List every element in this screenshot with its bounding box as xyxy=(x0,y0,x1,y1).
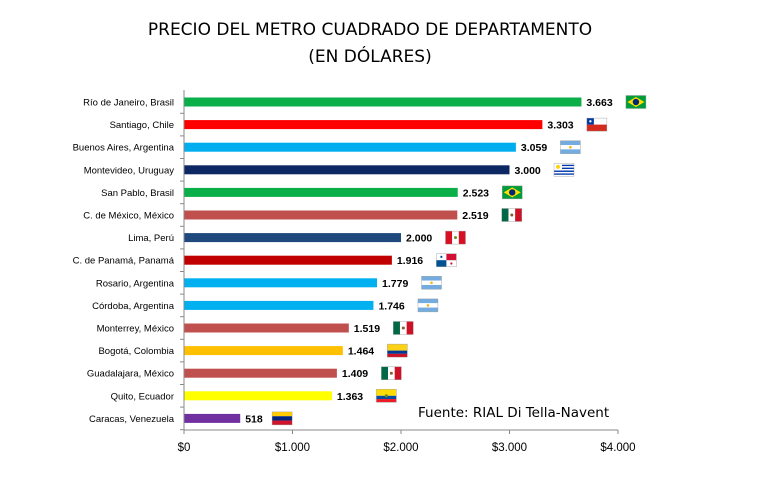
bar xyxy=(184,278,378,288)
chart-title: PRECIO DEL METRO CUADRADO DE DEPARTAMENT… xyxy=(147,20,593,40)
chile-flag xyxy=(586,117,608,132)
chart-subtitle: (EN DÓLARES) xyxy=(308,47,432,67)
category-label: Quito, Ecuador xyxy=(111,391,174,402)
source-annotation: Fuente: RIAL Di Tella-Navent xyxy=(418,405,610,421)
category-label: C. de Panamá, Panamá xyxy=(73,256,175,267)
category-label: Buenos Aires, Argentina xyxy=(73,143,175,154)
category-label: C. de México, México xyxy=(83,211,174,222)
x-tick-label: $1.000 xyxy=(275,442,310,454)
category-label: Río de Janeiro, Brasil xyxy=(83,98,174,109)
brazil-flag xyxy=(502,185,523,200)
brazil-flag xyxy=(625,95,647,109)
category-label: Rosario, Argentina xyxy=(96,278,175,289)
uruguay-flag xyxy=(553,163,575,177)
argentina-flag xyxy=(560,140,581,154)
argentina-flag xyxy=(421,276,442,290)
value-label: 3.000 xyxy=(515,165,541,177)
category-label: Lima, Perú xyxy=(128,233,174,244)
value-label: 1.409 xyxy=(342,368,368,380)
value-label: 3.303 xyxy=(547,120,573,132)
colombia-flag xyxy=(387,343,408,358)
category-label: Bogotá, Colombia xyxy=(98,346,174,357)
mexico-flag xyxy=(393,321,414,335)
x-tick-label: $4.000 xyxy=(600,442,635,454)
bar xyxy=(184,97,582,107)
value-label: 1.363 xyxy=(337,391,363,403)
bar xyxy=(184,187,458,197)
value-label: 2.000 xyxy=(406,233,432,245)
category-label: Córdoba, Argentina xyxy=(92,301,175,312)
bar xyxy=(184,165,510,175)
bar xyxy=(184,391,332,401)
value-label: 518 xyxy=(245,413,263,425)
bar xyxy=(184,210,458,220)
panama-flag xyxy=(436,253,457,267)
mexico-flag xyxy=(501,208,523,222)
category-label: Caracas, Venezuela xyxy=(89,414,175,425)
value-label: 1.464 xyxy=(348,346,374,358)
category-label: San Pablo, Brasil xyxy=(101,188,174,199)
value-label: 2.523 xyxy=(463,187,489,199)
bar xyxy=(184,255,392,265)
bar xyxy=(184,323,349,333)
x-tick-label: $2.000 xyxy=(383,442,418,454)
value-label: 1.746 xyxy=(378,300,404,312)
argentina-flag xyxy=(417,298,439,313)
category-label: Monterrey, México xyxy=(97,324,174,335)
venezuela-flag xyxy=(271,411,293,426)
value-label: 3.663 xyxy=(586,97,612,109)
x-tick-label: $3.000 xyxy=(492,442,527,454)
bar xyxy=(184,300,374,310)
bar xyxy=(184,413,241,423)
bar xyxy=(184,142,516,152)
value-label: 1.779 xyxy=(382,278,408,290)
bar xyxy=(184,346,343,356)
ecuador-flag xyxy=(376,389,397,403)
value-label: 3.059 xyxy=(521,142,547,154)
bar xyxy=(184,120,543,130)
value-label: 1.916 xyxy=(397,255,423,267)
category-label: Guadalajara, México xyxy=(87,369,174,380)
mexico-flag xyxy=(381,366,402,380)
category-label: Santiago, Chile xyxy=(110,120,174,131)
bar xyxy=(184,368,337,378)
category-label: Montevideo, Uruguay xyxy=(84,165,175,176)
value-label: 1.519 xyxy=(354,323,380,335)
peru-flag xyxy=(445,230,466,245)
bar xyxy=(184,233,401,243)
value-label: 2.519 xyxy=(462,210,488,222)
x-tick-label: $0 xyxy=(178,442,191,454)
